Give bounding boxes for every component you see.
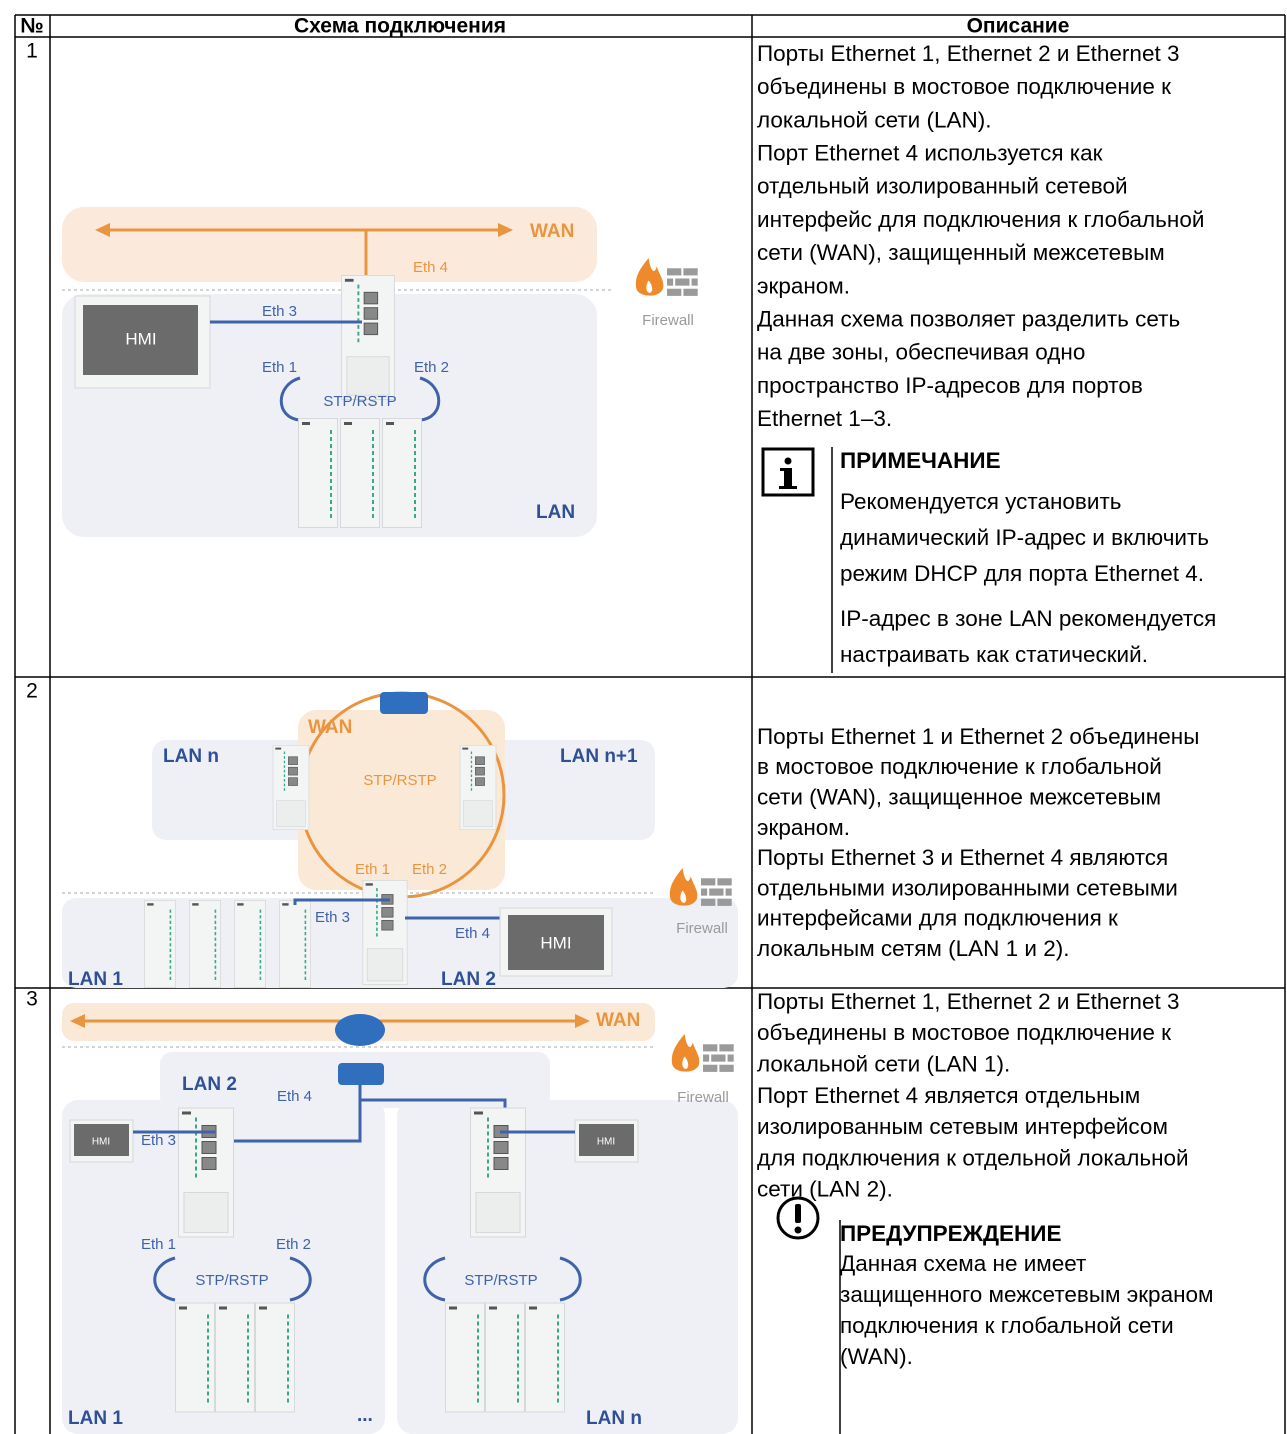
warning-title: ПРЕДУПРЕЖДЕНИЕ (840, 1221, 1061, 1246)
diagram-label: STP/RSTP (464, 1272, 537, 1289)
description-line: объединены в мостовое подключение к (757, 74, 1171, 99)
description-line: экраном. (757, 273, 850, 298)
description-line: на две зоны, обеспечивая одно (757, 340, 1085, 365)
diagram-label: LAN 2 (441, 969, 496, 990)
description-line: Порты Ethernet 3 и Ethernet 4 являются (757, 845, 1168, 870)
note-line: Рекомендуется установить (840, 489, 1121, 514)
diagram-label: Eth 1 (355, 861, 390, 878)
warning-line: Данная схема не имеет (840, 1251, 1086, 1276)
diagram-label: LAN 2 (182, 1074, 237, 1095)
description-line: Порты Ethernet 1, Ethernet 2 и Ethernet … (757, 989, 1179, 1014)
description-line: сети (WAN), защищенное межсетевым (757, 785, 1161, 810)
diagram-label: LAN 1 (68, 1408, 123, 1429)
diagram-label: LAN n (163, 746, 219, 767)
warning-line: подключения к глобальной сети (840, 1313, 1174, 1338)
diagram-label: Firewall (676, 920, 728, 937)
diagram-label: WAN (530, 221, 574, 242)
diagram-3: WAN Firewall LAN 2 Eth 4 Eth 3 HMI HMI E… (62, 1003, 738, 1434)
note-title: ПРИМЕЧАНИЕ (840, 448, 1001, 473)
diagram-label: Firewall (677, 1089, 729, 1106)
description-line: Ethernet 1–3. (757, 406, 892, 431)
description-line: локальным сетям (LAN 1 и 2). (757, 936, 1070, 961)
note-line: настраивать как статический. (840, 642, 1148, 667)
diagram-label: Eth 1 (141, 1236, 176, 1253)
diagram-label: LAN (536, 502, 575, 523)
diagram-label: ... (357, 1405, 373, 1426)
note-line: IP-адрес в зоне LAN рекомендуется (840, 606, 1216, 631)
diagram-label: LAN n+1 (560, 746, 638, 767)
description-line: Порты Ethernet 1 и Ethernet 2 объединены (757, 724, 1199, 749)
description-line: локальной сети (LAN). (757, 107, 992, 132)
diagram-label: STP/RSTP (195, 1272, 268, 1289)
diagram-label: WAN (308, 717, 352, 738)
diagram-label: Eth 2 (276, 1236, 311, 1253)
description-line: Порты Ethernet 1, Ethernet 2 и Ethernet … (757, 41, 1179, 66)
description-line: интерфейсами для подключения к (757, 906, 1118, 931)
diagram-label: STP/RSTP (363, 772, 436, 789)
diagram-label: Eth 3 (141, 1132, 176, 1149)
diagram-1: WAN Eth 4 Eth 3 HMI Eth 1 Eth 2 STP/RSTP… (62, 207, 698, 537)
description-line: Порт Ethernet 4 является отдельным (757, 1083, 1140, 1108)
description-line: сети (WAN), защищенный межсетевым (757, 240, 1165, 265)
diagram-label: HMI (597, 1137, 615, 1148)
diagram-label: Eth 4 (277, 1088, 312, 1105)
note-line: режим DHCP для порта Ethernet 4. (840, 561, 1204, 586)
description-line: экраном. (757, 815, 850, 840)
description-line: сети (LAN 2). (757, 1177, 893, 1202)
diagram-label: HMI (92, 1137, 110, 1148)
diagram-label: LAN 1 (68, 969, 123, 990)
diagram-2: WAN LAN n LAN n+1 STP/RSTP Eth 1 Eth 2 E… (62, 691, 738, 990)
diagram-label: HMI (125, 329, 156, 348)
description-line: отдельными изолированными сетевыми (757, 875, 1178, 900)
description-line: интерфейс для подключения к глобальной (757, 207, 1204, 232)
warning-line: защищенного межсетевым экраном (840, 1282, 1214, 1307)
warning-icon (776, 1196, 820, 1240)
description-line: Порт Ethernet 4 используется как (757, 141, 1103, 166)
diagram-label: Eth 2 (412, 861, 447, 878)
diagram-label: LAN n (586, 1408, 642, 1429)
header-cell: Описание (967, 15, 1070, 38)
description-line: в мостовое подключение к глобальной (757, 754, 1162, 779)
description-line: Данная схема позволяет разделить сеть (757, 307, 1180, 332)
description-line: пространство IP-адресов для портов (757, 373, 1143, 398)
diagram-label: HMI (540, 933, 571, 952)
diagram-label: Eth 3 (315, 909, 350, 926)
description-line: объединены в мостовое подключение к (757, 1020, 1171, 1045)
description-line: отдельный изолированный сетевой (757, 174, 1128, 199)
row-number: 2 (26, 680, 38, 703)
info-icon (761, 447, 815, 497)
diagram-label: Firewall (642, 312, 694, 329)
description-line: изолированным сетевым интерфейсом (757, 1114, 1168, 1139)
diagram-label: STP/RSTP (323, 393, 396, 410)
description-line: для подключения к отдельной локальной (757, 1145, 1189, 1170)
diagram-label: WAN (596, 1010, 640, 1031)
header-cell: № (20, 15, 43, 38)
header-cell: Схема подключения (294, 15, 506, 38)
diagram-label: Eth 3 (262, 303, 297, 320)
row-number: 1 (26, 40, 38, 63)
diagram-label: Eth 4 (455, 925, 490, 942)
diagram-label: Eth 4 (413, 259, 448, 276)
warning-line: (WAN). (840, 1344, 913, 1369)
note-line: динамический IP-адрес и включить (840, 525, 1209, 550)
row-number: 3 (26, 988, 38, 1011)
description-line: локальной сети (LAN 1). (757, 1052, 1010, 1077)
diagram-label: Eth 2 (414, 359, 449, 376)
diagram-label: Eth 1 (262, 359, 297, 376)
